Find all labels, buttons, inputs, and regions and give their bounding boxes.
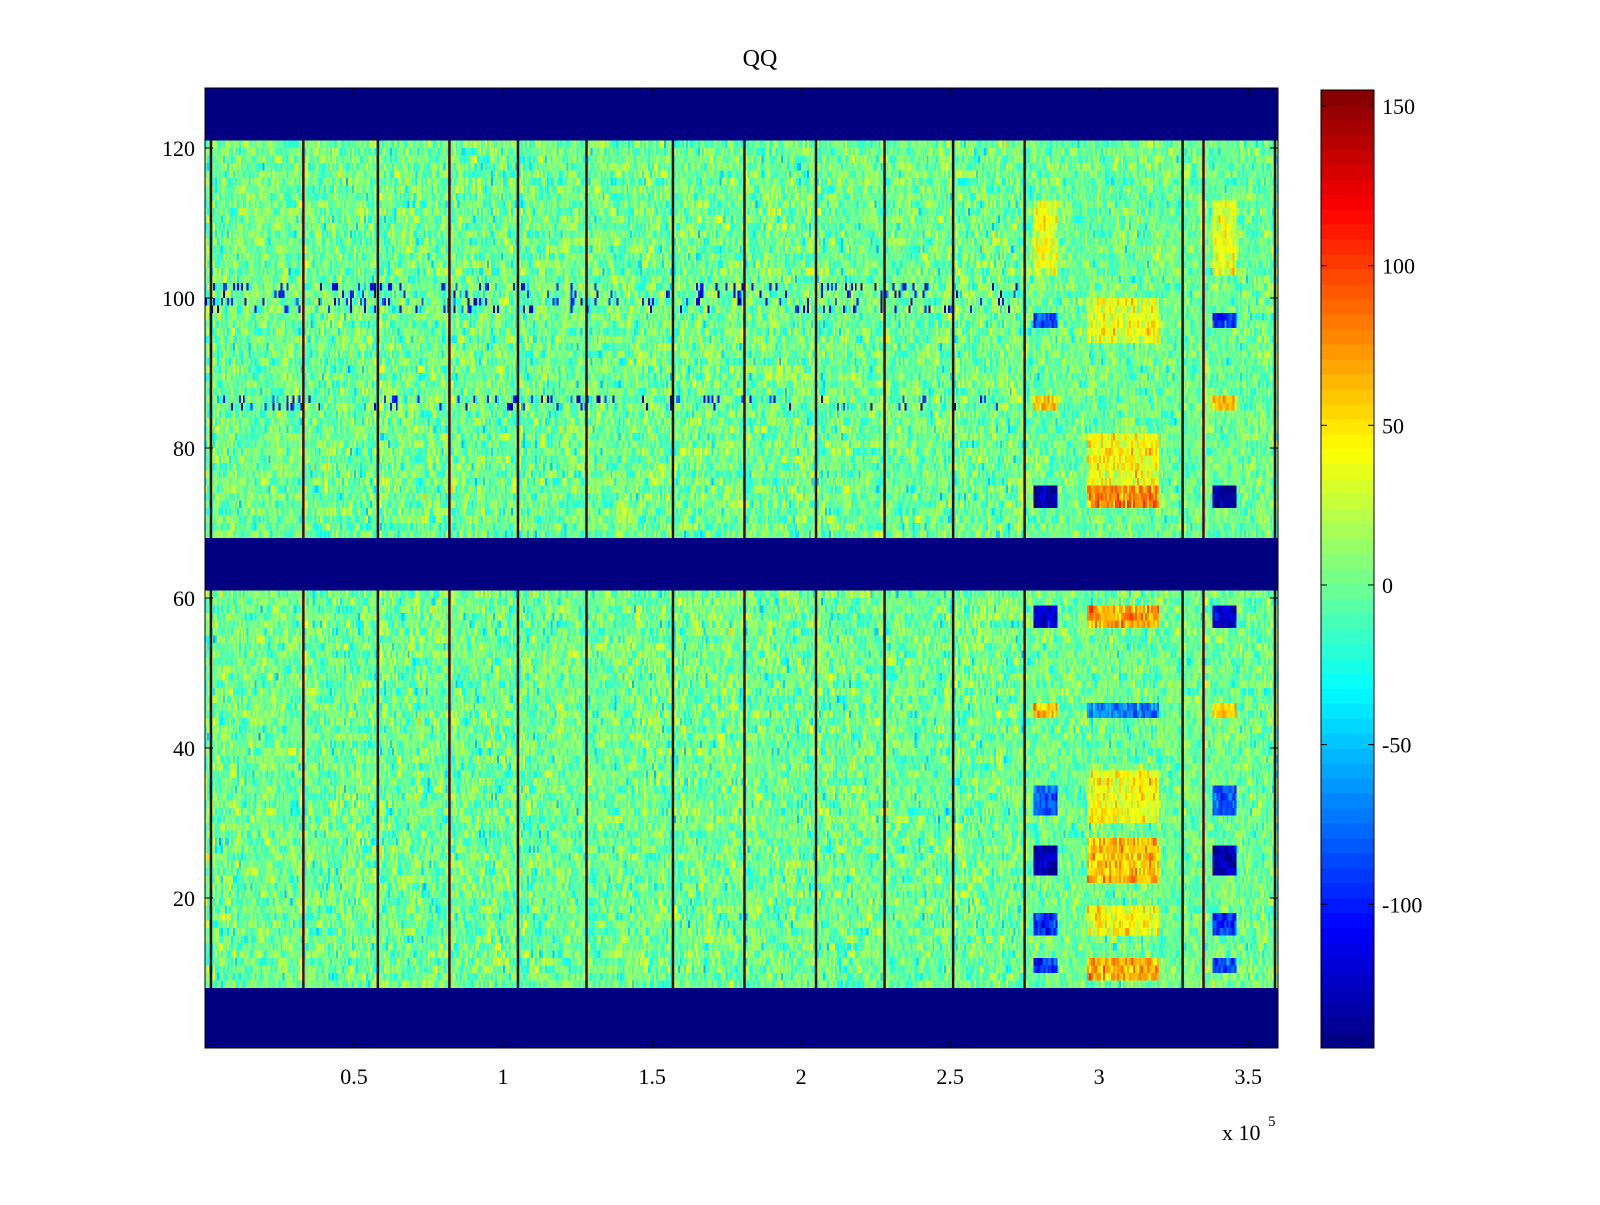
x-tick-label: 1	[498, 1064, 509, 1089]
colorbar-ticks: -100 -50 0 50 100 150	[1321, 94, 1422, 917]
colorbar: -100 -50 0 50 100 150	[1320, 89, 1422, 1049]
x-tick-label: 2.5	[936, 1064, 964, 1089]
colorbar-gradient	[1321, 90, 1374, 1048]
x-tick-label: 1.5	[638, 1064, 666, 1089]
colorbar-tick-label: 150	[1382, 94, 1415, 119]
x-tick-label: 3	[1094, 1064, 1105, 1089]
colorbar-tick-label: -100	[1382, 892, 1422, 917]
y-tick-label: 120	[162, 136, 195, 161]
heatmap-image	[205, 88, 1278, 1048]
colorbar-tick-label: -50	[1382, 733, 1411, 758]
vertical-lines	[209, 140, 1277, 988]
x-exponent-power: 5	[1268, 1114, 1276, 1130]
y-tick-label: 40	[173, 736, 195, 761]
x-tick-label: 0.5	[340, 1064, 368, 1089]
plot-frame	[204, 87, 1279, 1049]
y-axis: 20 40 60 80 100 120	[162, 136, 1278, 911]
x-tick-label: 2	[796, 1064, 807, 1089]
y-tick-label: 60	[173, 586, 195, 611]
x-axis: 0.5 1 1.5 2 2.5 3 3.5	[340, 88, 1262, 1089]
colorbar-frame	[1320, 89, 1375, 1049]
y-tick-label: 20	[173, 886, 195, 911]
x-exponent-label: x 10 5	[1222, 1114, 1276, 1145]
x-exponent-base: x 10	[1222, 1120, 1261, 1145]
y-tick-label: 80	[173, 436, 195, 461]
colorbar-tick-label: 50	[1382, 413, 1404, 438]
y-tick-label: 100	[162, 286, 195, 311]
x-tick-label: 3.5	[1234, 1064, 1262, 1089]
colorbar-tick-label: 100	[1382, 254, 1415, 279]
plot-area	[204, 87, 1279, 1049]
colorbar-tick-label: 0	[1382, 573, 1393, 598]
chart-title: QQ	[743, 46, 778, 72]
